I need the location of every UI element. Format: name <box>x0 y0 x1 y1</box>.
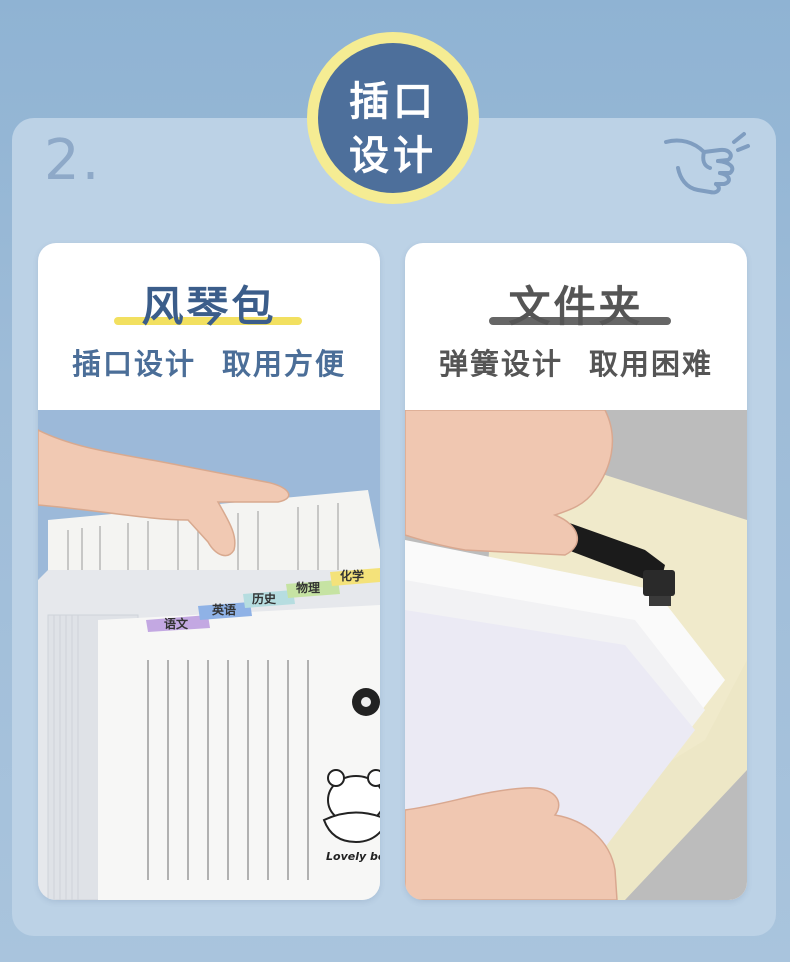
tab-chinese: 语文 <box>164 616 189 631</box>
clip-folder-illustration <box>405 410 747 900</box>
clip-folder-photo <box>405 410 747 900</box>
sticker-text: Lovely be <box>326 850 380 863</box>
accordion-bag-photo: Lovely be 语文 英语 历史 物理 化学 <box>38 410 380 900</box>
card-subtitle: 插口设计 取用方便 <box>71 347 347 381</box>
tab-chemistry: 化学 <box>340 568 364 583</box>
card-subtitle: 弹簧设计 取用困难 <box>438 347 714 381</box>
accordion-bag-card: 风琴包 插口设计 取用方便 <box>38 243 380 900</box>
tab-physics: 物理 <box>296 580 320 595</box>
index-tabs: 语文 英语 历史 物理 化学 <box>146 568 380 632</box>
tab-history: 历史 <box>252 591 277 606</box>
accordion-bag-illustration: Lovely be 语文 英语 历史 物理 化学 <box>38 429 380 900</box>
title-underline <box>489 317 671 325</box>
card-title: 风琴包 <box>141 282 277 331</box>
badge-line-2: 设计 <box>349 133 437 179</box>
lower-hand <box>405 787 618 900</box>
tab-english: 英语 <box>212 602 236 617</box>
clip-folder-card: 文件夹 弹簧设计 取用困难 <box>405 243 747 900</box>
hand <box>38 429 290 557</box>
feature-badge: 插口 设计 <box>318 43 468 193</box>
step-number: 2. <box>44 128 102 193</box>
pointing-hand-icon <box>664 132 750 195</box>
card-title: 文件夹 <box>508 282 644 331</box>
title-underline <box>114 317 302 325</box>
upper-hand <box>405 410 614 556</box>
badge-line-1: 插口 <box>349 79 437 125</box>
